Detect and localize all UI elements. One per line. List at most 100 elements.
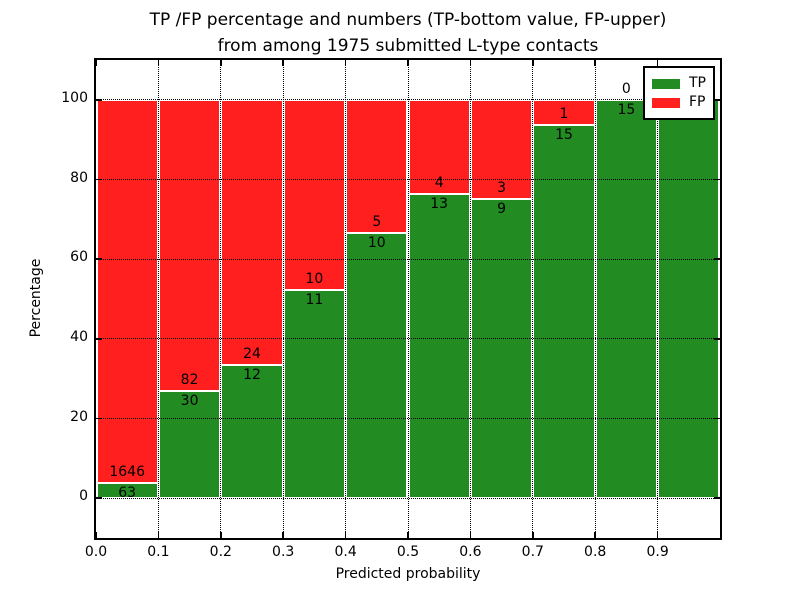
x-tick-mark <box>220 532 222 538</box>
bar-count-fp: 10 <box>305 270 324 287</box>
y-tick-mark <box>714 178 720 181</box>
plot-inner: 16466382302412101151041339115015022 <box>95 60 720 538</box>
legend-item-tp: TP <box>652 75 706 92</box>
x-tick-mark <box>220 60 222 66</box>
bar-count-tp: 9 <box>497 201 507 218</box>
plot-area: 16466382302412101151041339115015022 TP F… <box>94 58 722 540</box>
x-tick-mark <box>594 532 596 538</box>
gridline-vertical <box>469 60 471 538</box>
x-tick-label: 0.6 <box>459 544 482 560</box>
bar-count-fp: 1646 <box>109 464 146 481</box>
bar-segment-fp <box>470 99 533 200</box>
y-tick-mark <box>714 338 720 340</box>
legend-item-fp: FP <box>652 94 706 111</box>
bar-count-fp: 0 <box>621 80 631 97</box>
x-tick-mark <box>157 60 160 66</box>
bar-count-tp: 13 <box>430 195 449 212</box>
y-tick-mark <box>714 417 720 420</box>
bar-segment-tp <box>221 365 283 499</box>
bar-segment-tp <box>283 289 346 499</box>
bar-segment-fp <box>96 99 158 484</box>
x-tick-mark <box>532 60 534 66</box>
bar-count-fp: 4 <box>434 174 444 191</box>
bar-segment-fp <box>158 99 221 392</box>
x-tick-mark <box>157 532 160 538</box>
gridline-vertical <box>157 60 159 538</box>
gridline-vertical <box>407 60 409 538</box>
y-tick-label: 100 <box>61 89 88 106</box>
x-tick-mark <box>532 532 534 538</box>
x-tick-label: 0.4 <box>334 544 357 560</box>
chart-title-line1: TP /FP percentage and numbers (TP-bottom… <box>149 10 667 30</box>
x-tick-label: 0.1 <box>147 544 170 560</box>
gridline-vertical <box>532 60 534 538</box>
x-tick-mark <box>469 60 472 66</box>
x-tick-mark <box>594 60 596 66</box>
bar-segment-tp <box>533 124 595 499</box>
gridline-horizontal <box>96 258 720 260</box>
y-tick-mark <box>96 258 102 260</box>
x-tick-label: 0.0 <box>84 544 108 560</box>
x-tick-mark <box>469 532 472 538</box>
gridline-vertical <box>657 60 659 538</box>
y-tick-label: 80 <box>70 169 88 186</box>
x-tick-label: 0.8 <box>584 544 607 560</box>
x-tick-label: 0.3 <box>272 544 295 560</box>
gridline-horizontal <box>96 99 720 101</box>
bar-count-fp: 3 <box>497 180 507 197</box>
bar-segment-fp <box>221 99 283 366</box>
legend-label-fp: FP <box>689 94 706 110</box>
y-tick-label: 60 <box>70 249 88 266</box>
y-axis-label: Percentage <box>28 258 44 338</box>
y-tick-label: 0 <box>79 488 88 505</box>
x-tick-label: 0.9 <box>646 544 669 560</box>
x-tick-mark <box>95 532 97 538</box>
y-tick-label: 40 <box>70 328 88 345</box>
bar-count-tp: 63 <box>118 485 137 502</box>
fp-legend-swatch <box>652 97 680 108</box>
gridline-vertical <box>282 60 284 538</box>
x-tick-mark <box>344 532 347 538</box>
bar-segment-tp <box>96 483 158 499</box>
y-tick-mark <box>96 417 102 420</box>
bar-segment-fp <box>533 99 595 125</box>
bar-count-tp: 30 <box>180 393 199 410</box>
bar-segment-tp <box>595 99 658 499</box>
y-tick-mark <box>96 338 102 340</box>
chart-title-line2: from among 1975 submitted L-type contact… <box>217 36 599 56</box>
bar-segment-fp <box>346 99 408 233</box>
x-tick-mark <box>656 60 659 66</box>
bar-count-fp: 5 <box>372 213 382 230</box>
legend-label-tp: TP <box>689 75 706 91</box>
x-tick-label: 0.5 <box>396 544 420 560</box>
y-tick-mark <box>714 258 720 260</box>
gridline-vertical <box>594 60 596 538</box>
bar-count-fp: 24 <box>243 346 261 363</box>
x-tick-mark <box>656 532 659 538</box>
bar-count-tp: 11 <box>305 291 324 308</box>
bar-count-fp: 1 <box>559 105 569 122</box>
y-tick-mark <box>714 497 720 499</box>
bar-segment-fp <box>283 99 346 290</box>
x-tick-label: 0.2 <box>209 544 232 560</box>
gridline-horizontal <box>96 497 720 499</box>
x-tick-mark <box>282 60 284 66</box>
y-tick-mark <box>96 497 102 499</box>
bar-segment-tp <box>658 99 720 499</box>
x-tick-mark <box>407 60 409 66</box>
x-tick-mark <box>282 532 284 538</box>
bar-count-tp: 10 <box>367 234 386 251</box>
gridline-vertical <box>220 60 222 538</box>
gridline-horizontal <box>96 338 720 340</box>
x-tick-label: 0.7 <box>521 544 544 560</box>
x-tick-mark <box>344 60 347 66</box>
gridline-horizontal <box>96 179 720 180</box>
bar-segment-tp <box>346 232 408 499</box>
y-tick-label: 20 <box>70 408 88 425</box>
bar-segment-fp <box>408 99 470 194</box>
bar-count-tp: 15 <box>555 126 573 143</box>
gridline-horizontal <box>96 418 720 419</box>
bar-segment-tp <box>470 199 533 499</box>
chart-title: TP /FP percentage and numbers (TP-bottom… <box>88 7 728 59</box>
